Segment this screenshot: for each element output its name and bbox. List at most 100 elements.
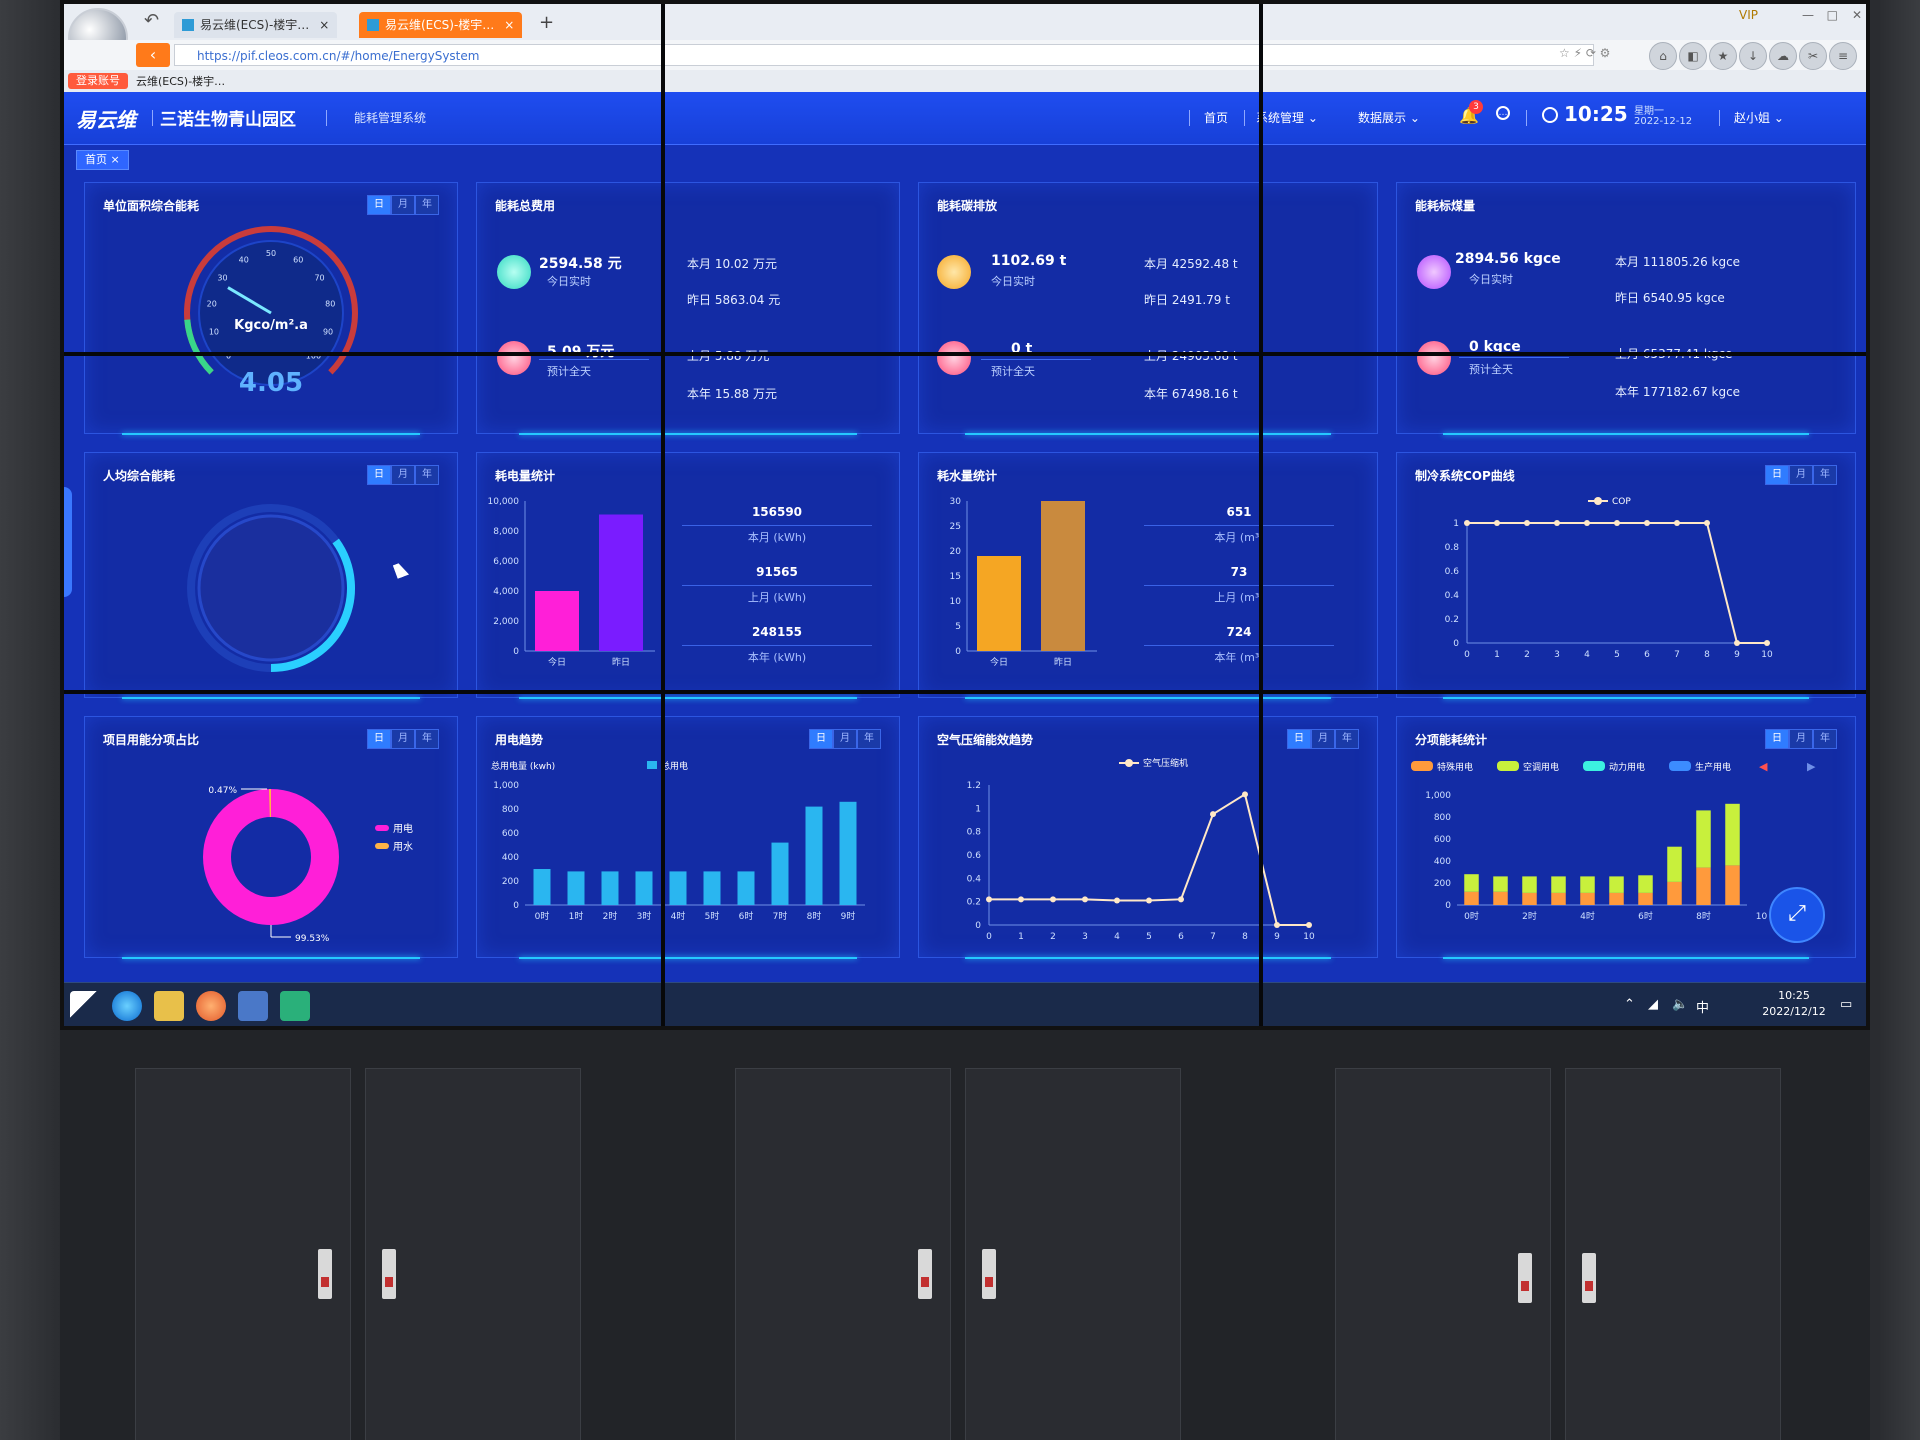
browser-tab-1[interactable]: 易云维(ECS)-楼宇… × xyxy=(174,12,338,38)
cabinet-door xyxy=(1565,1068,1781,1440)
fullscreen-expand-button[interactable]: ⤢ xyxy=(1769,887,1825,943)
x-tick-label: 3 xyxy=(1082,932,1088,942)
network-icon[interactable]: ◢ xyxy=(1648,997,1658,1012)
period-month-button[interactable]: 月 xyxy=(833,729,857,749)
message-icon[interactable]: … xyxy=(1496,106,1510,120)
y-tick-label: 5 xyxy=(955,622,961,632)
data-point xyxy=(1704,520,1710,526)
x-tick-label: 1 xyxy=(1494,650,1500,660)
toolbar-cloud-icon[interactable]: ☁ xyxy=(1769,42,1797,70)
period-day-button[interactable]: 日 xyxy=(367,195,391,215)
gauge-tick-label: 20 xyxy=(207,300,217,309)
period-month-button[interactable]: 月 xyxy=(1789,465,1813,485)
period-year-button[interactable]: 年 xyxy=(1813,729,1837,749)
app-icon[interactable] xyxy=(238,991,268,1021)
cost-today-value: 2594.58 元 xyxy=(539,253,622,273)
nav-data-display[interactable]: 数据展示 ⌄ xyxy=(1358,109,1420,126)
screen-bezel xyxy=(661,4,665,1026)
edge-browser-icon[interactable] xyxy=(112,991,142,1021)
period-month-button[interactable]: 月 xyxy=(1789,729,1813,749)
period-day-button[interactable]: 日 xyxy=(367,729,391,749)
new-tab-plus-icon[interactable]: + xyxy=(539,12,555,33)
window-close-icon[interactable]: ✕ xyxy=(1851,8,1862,22)
x-tick-label: 9时 xyxy=(841,910,856,922)
user-menu[interactable]: 赵小姐 ⌄ xyxy=(1734,109,1784,126)
ime-icon[interactable]: 中 xyxy=(1696,1001,1710,1016)
toolbar-menu-icon[interactable]: ≡ xyxy=(1829,42,1857,70)
favorite-link[interactable]: 云维(ECS)-楼宇… xyxy=(136,75,226,88)
toolbar-download-icon[interactable]: ↓ xyxy=(1739,42,1767,70)
period-month-button[interactable]: 月 xyxy=(1311,729,1335,749)
toolbar-star-icon[interactable]: ★ xyxy=(1709,42,1737,70)
x-tick-label: 6 xyxy=(1644,650,1650,660)
legend-label: 空调用电 xyxy=(1523,761,1559,773)
x-tick-label: 9 xyxy=(1734,650,1740,660)
notification-center-icon[interactable]: ▭ xyxy=(1840,997,1853,1012)
panel-carbon-emission: 能耗碳排放 1102.69 t 今日实时 0 t 预计全天 本月 42592.4… xyxy=(918,182,1378,435)
x-tick-label: 2 xyxy=(1524,650,1530,660)
nav-system-management[interactable]: 系统管理 ⌄ xyxy=(1256,109,1318,126)
close-icon[interactable]: × xyxy=(504,18,515,32)
user-name: 赵小姐 xyxy=(1734,111,1771,125)
panel-title: 制冷系统COP曲线 xyxy=(1415,469,1515,483)
period-year-button[interactable]: 年 xyxy=(415,195,439,215)
slice-label: 99.53% xyxy=(295,934,330,944)
period-year-button[interactable]: 年 xyxy=(415,465,439,485)
maximize-icon[interactable]: □ xyxy=(1826,8,1838,22)
volume-icon[interactable]: 🔈 xyxy=(1672,997,1689,1012)
toolbar-home-icon[interactable]: ⌂ xyxy=(1649,42,1677,70)
cabinet-door xyxy=(1335,1068,1551,1440)
period-month-button[interactable]: 月 xyxy=(391,465,415,485)
favorites-bar: 登录账号 云维(ECS)-楼宇… xyxy=(64,70,1866,92)
y-tick-label: 1,000 xyxy=(1425,791,1451,801)
toolbar-lock-icon[interactable]: ◧ xyxy=(1679,42,1707,70)
app-icon[interactable] xyxy=(280,991,310,1021)
x-tick-label: 8 xyxy=(1242,932,1248,942)
data-point xyxy=(1734,640,1740,646)
back-arrow-icon[interactable]: ↶ xyxy=(144,10,160,31)
y-tick-label: 600 xyxy=(1434,835,1451,845)
period-year-button[interactable]: 年 xyxy=(415,729,439,749)
period-day-button[interactable]: 日 xyxy=(1765,465,1789,485)
nav-home[interactable]: 首页 xyxy=(1204,111,1229,125)
stacked-bar-segment xyxy=(1667,881,1682,905)
login-account-button[interactable]: 登录账号 xyxy=(68,73,128,89)
data-point xyxy=(1210,811,1216,818)
period-month-button[interactable]: 月 xyxy=(391,195,415,215)
period-month-button[interactable]: 月 xyxy=(391,729,415,749)
address-tools-icons[interactable]: ☆ ⚡ ⟳ ⚙ xyxy=(1559,46,1611,60)
header-divider xyxy=(152,110,153,126)
period-year-button[interactable]: 年 xyxy=(1813,465,1837,485)
url-input[interactable]: https://pif.cleos.com.cn/#/home/EnergySy… xyxy=(174,44,1594,66)
period-day-button[interactable]: 日 xyxy=(1765,729,1789,749)
sidebar-toggle-handle[interactable] xyxy=(64,487,72,597)
panel-title: 空气压缩能效趋势 xyxy=(937,733,1034,747)
browser-app-icon[interactable] xyxy=(196,991,226,1021)
data-point xyxy=(1018,896,1024,903)
windows-start-icon[interactable] xyxy=(70,991,100,1021)
period-day-button[interactable]: 日 xyxy=(809,729,833,749)
x-tick-label: 5 xyxy=(1614,650,1620,660)
file-explorer-icon[interactable] xyxy=(154,991,184,1021)
page-tag-home[interactable]: 首页 × xyxy=(76,150,129,170)
legend-swatch xyxy=(647,761,657,769)
close-icon[interactable]: × xyxy=(319,18,330,32)
vip-badge[interactable]: VIP xyxy=(1739,8,1758,22)
panel-title: 能耗碳排放 xyxy=(937,199,998,213)
gauge-tick-label: 70 xyxy=(314,274,324,283)
period-year-button[interactable]: 年 xyxy=(857,729,881,749)
period-year-button[interactable]: 年 xyxy=(1335,729,1359,749)
period-day-button[interactable]: 日 xyxy=(367,465,391,485)
minimize-icon[interactable]: — xyxy=(1802,8,1814,22)
x-tick-label: 0 xyxy=(986,932,992,942)
panel-title: 分项能耗统计 xyxy=(1415,733,1488,747)
data-point xyxy=(1674,520,1680,526)
period-day-button[interactable]: 日 xyxy=(1287,729,1311,749)
chevron-up-icon[interactable]: ⌃ xyxy=(1624,997,1635,1012)
taskbar-date: 2022/12/12 xyxy=(1762,1005,1826,1018)
cost-forecast-label: 预计全天 xyxy=(547,365,591,378)
toolbar-tools-icon[interactable]: ✂ xyxy=(1799,42,1827,70)
browser-tab-2[interactable]: 易云维(ECS)-楼宇… × xyxy=(359,12,523,38)
back-button[interactable]: ‹ xyxy=(136,43,170,67)
